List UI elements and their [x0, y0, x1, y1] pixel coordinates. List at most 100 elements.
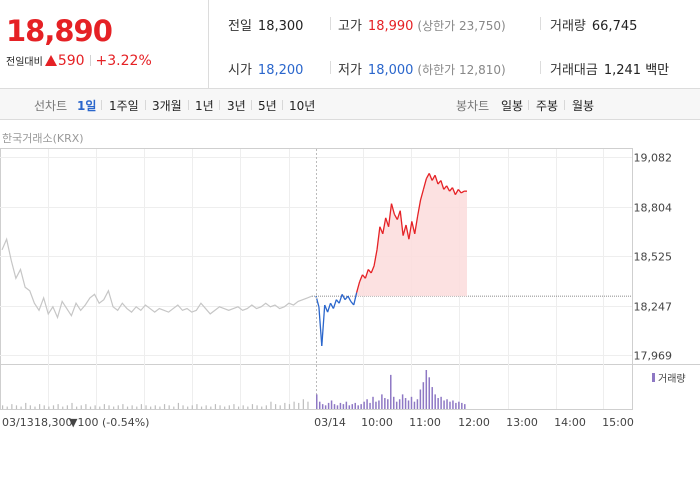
period-5y-tab[interactable]: 5년 — [258, 99, 277, 113]
volume-bar-prev — [48, 406, 50, 409]
current-price: 18,890 — [6, 14, 113, 48]
volume-bar-prev — [219, 405, 221, 409]
stat-value: 18,200 — [257, 63, 304, 78]
price-change: 전일대비 590 +3.22% — [6, 53, 152, 69]
volume-bar-prev — [43, 405, 45, 409]
stat-low: 저가 18,000 (하한가 12,810) — [338, 59, 506, 78]
volume-bar-today — [404, 398, 407, 409]
divider — [564, 100, 565, 110]
volume-bar-prev — [25, 402, 27, 409]
today-price-segment-up — [457, 188, 462, 194]
today-price-segment-up — [449, 187, 453, 192]
volume-bar-today — [413, 401, 416, 409]
volume-bar-today — [407, 400, 410, 409]
stat-prev-close: 전일 18,300 — [228, 15, 303, 34]
stat-value: 66,745 — [591, 19, 638, 34]
volume-bar-today — [437, 398, 439, 409]
volume-bar-prev — [233, 404, 235, 409]
volume-bar-today — [324, 405, 327, 409]
volume-bar-prev — [122, 404, 124, 409]
volume-bar-today — [434, 394, 436, 409]
volume-bar-prev — [182, 405, 184, 409]
volume-bar-prev — [140, 404, 143, 409]
volume-bar-prev — [302, 399, 304, 409]
divider — [282, 100, 283, 110]
volume-bar-prev — [187, 406, 189, 409]
volume-bar-today — [330, 400, 333, 409]
volume-bar-today — [387, 399, 389, 409]
volume-bar-prev — [39, 404, 41, 409]
volume-bar-prev — [293, 401, 295, 409]
today-price-segment-up — [385, 217, 390, 227]
today-price-segment-down — [329, 302, 334, 309]
volume-bar-today — [348, 405, 351, 409]
volume-bar-prev — [89, 406, 92, 409]
divider — [188, 100, 189, 110]
divider — [101, 100, 102, 110]
volume-bar-today — [354, 402, 356, 409]
volume-bar-prev — [270, 401, 272, 409]
volume-bar-today — [369, 402, 371, 409]
stat-label: 거래량 — [550, 19, 586, 34]
volume-bar-prev — [261, 406, 263, 409]
period-3m-tab[interactable]: 3개월 — [152, 99, 182, 113]
volume-bar-prev — [298, 402, 300, 409]
volume-bar-prev — [214, 404, 217, 409]
x-tick-label: 03/14 — [314, 416, 346, 429]
today-price-segment-up — [460, 190, 465, 194]
volume-bar-today — [360, 404, 362, 409]
today-price-segment-up — [414, 215, 419, 234]
volume-bar-today — [372, 396, 374, 409]
line-chart-label: 선차트 — [34, 99, 68, 113]
divider — [251, 100, 252, 110]
volume-bar-prev — [136, 406, 138, 409]
today-price-segment-up — [367, 269, 372, 274]
period-weekly-candle-tab[interactable]: 주봉 — [536, 99, 559, 113]
volume-bar-prev — [145, 405, 147, 409]
volume-bar-today — [416, 399, 419, 409]
period-1w-tab[interactable]: 1주일 — [109, 99, 139, 113]
volume-bar-today — [401, 394, 404, 409]
y-tick-label: 17,969 — [634, 350, 673, 363]
period-10y-tab[interactable]: 10년 — [289, 99, 316, 113]
period-1y-tab[interactable]: 1년 — [195, 99, 214, 113]
volume-bar-prev — [94, 405, 96, 409]
today-price-segment-up — [376, 226, 381, 250]
today-price-segment-down — [341, 294, 346, 300]
change-percent: +3.22% — [95, 53, 152, 69]
volume-bar-today — [464, 404, 466, 409]
today-price-segment-up — [393, 213, 398, 220]
divider — [89, 55, 91, 66]
stat-value: 18,000 — [367, 63, 414, 78]
plot-frame — [0, 148, 633, 410]
today-price-segment-up — [390, 203, 396, 215]
today-price-segment-up — [405, 224, 410, 240]
volume-bar-prev — [80, 405, 82, 409]
period-1d-tab[interactable]: 1일 — [77, 99, 97, 113]
volume-bar-today — [422, 382, 425, 409]
prev-day-date: 03/13 — [2, 416, 34, 429]
x-tick-label: 11:00 — [409, 416, 441, 429]
stat-open: 시가 18,200 — [228, 59, 303, 78]
volume-bar-today — [381, 394, 383, 409]
y-tick-label: 18,804 — [634, 202, 673, 215]
y-tick-label: 18,247 — [634, 301, 673, 314]
today-price-segment-down — [332, 299, 337, 309]
today-price-segment-down — [318, 306, 323, 346]
today-up-area — [316, 173, 467, 297]
period-monthly-candle-tab[interactable]: 월봉 — [572, 99, 595, 113]
quote-header: 18,890 전일대비 590 +3.22% 전일 18,300 고가 18,990 (상… — [0, 0, 700, 89]
volume-bar-today — [440, 396, 442, 409]
volume-bar-today — [345, 401, 348, 409]
period-daily-candle-tab[interactable]: 일봉 — [501, 99, 524, 113]
change-label: 전일대비 — [6, 57, 43, 68]
stat-label: 거래대금 — [550, 63, 598, 78]
period-3y-tab[interactable]: 3년 — [227, 99, 246, 113]
volume-bar-prev — [29, 405, 31, 409]
today-price-segment-up — [428, 173, 433, 181]
up-arrow-icon — [44, 55, 57, 66]
y-tick-label: 18,525 — [634, 251, 673, 264]
today-price-segment-up — [396, 210, 401, 220]
x-tick-label: 14:00 — [554, 416, 586, 429]
